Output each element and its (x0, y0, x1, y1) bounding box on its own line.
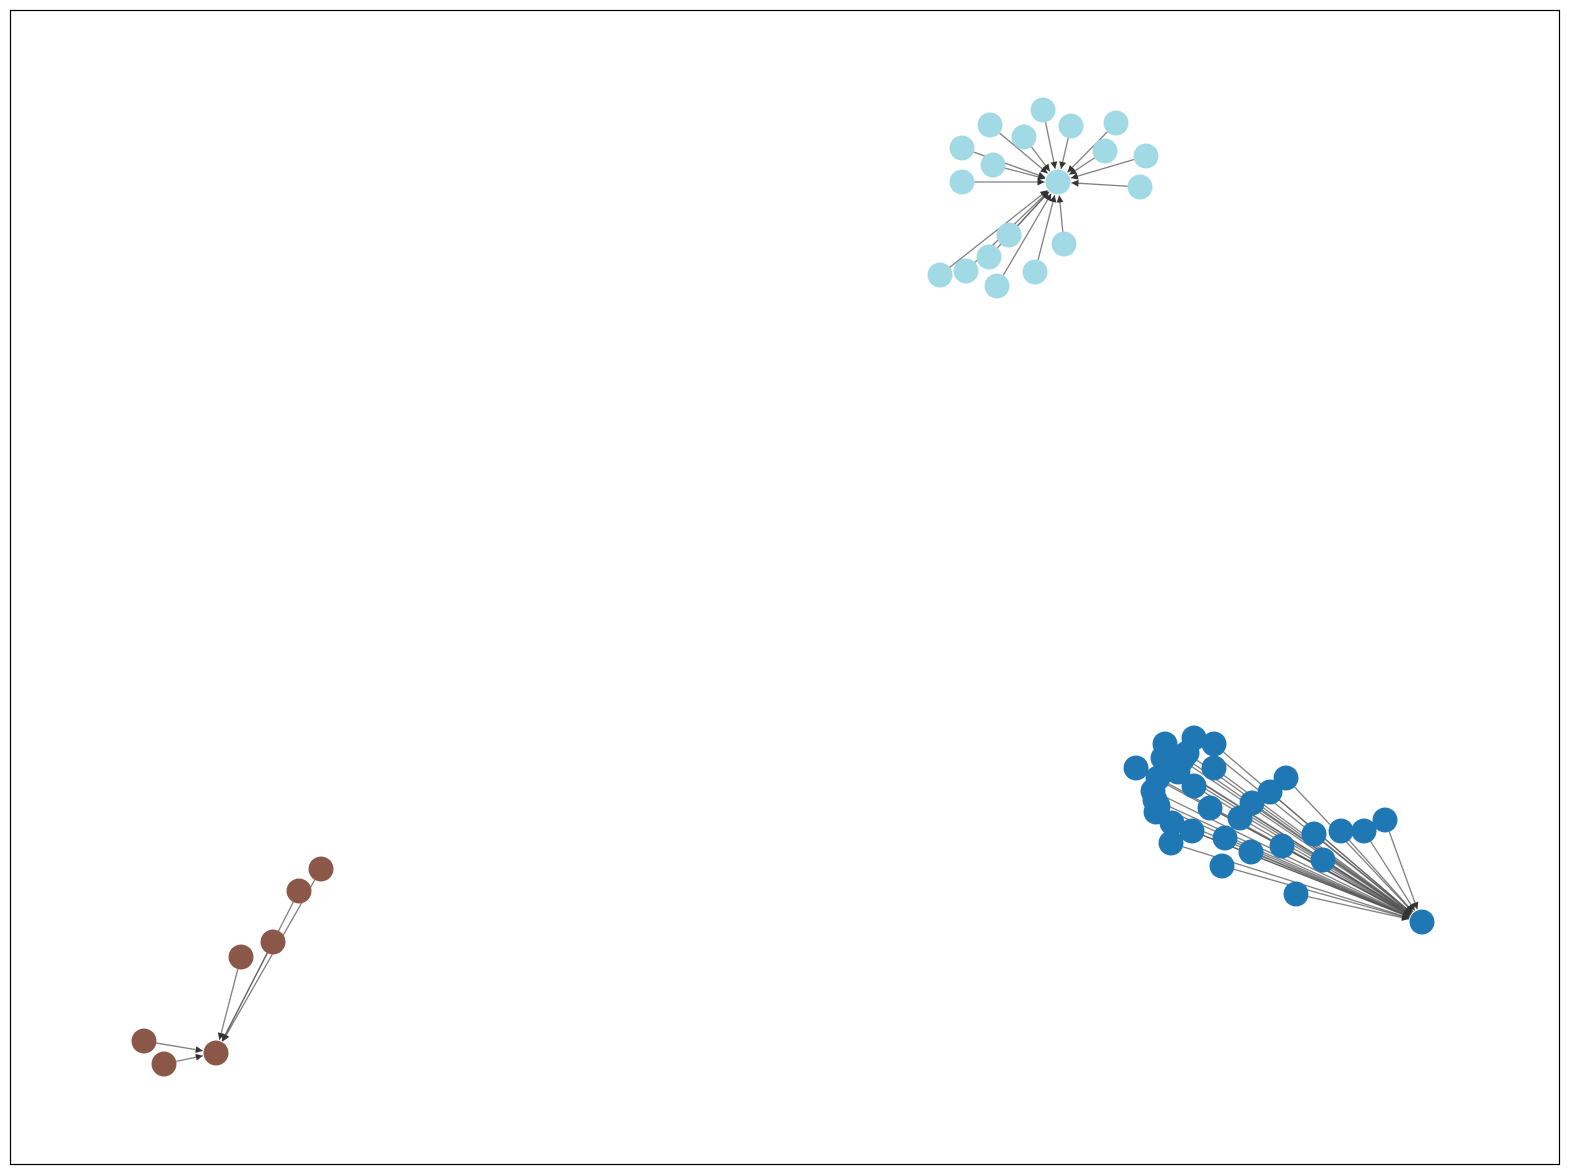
nodes-layer (131, 97, 1435, 1077)
cluster-light-blue-node (980, 152, 1006, 178)
cluster-light-blue-node (1051, 231, 1077, 257)
cluster-dark-blue-edge-b31-to-h (1308, 896, 1409, 921)
cluster-light-blue-node (996, 222, 1022, 248)
cluster-light-blue-node (1127, 174, 1153, 200)
cluster-brown-node (151, 1051, 177, 1077)
cluster-brown-edge-c1-to-h (222, 879, 316, 1042)
cluster-light-blue-edge-a9-to-h (1070, 158, 1135, 180)
cluster-dark-blue-node (1145, 793, 1171, 819)
cluster-light-blue-edge-a11-to-h (1071, 179, 1128, 187)
cluster-dark-blue-node (1123, 755, 1149, 781)
plot-frame (9, 9, 1561, 1166)
cluster-dark-blue-node (1283, 881, 1309, 907)
cluster-dark-blue-edge-b22-to-h (1370, 841, 1416, 911)
cluster-dark-blue-node (1238, 839, 1264, 865)
cluster-light-blue-node (1022, 259, 1048, 285)
cluster-dark-blue-node (1351, 818, 1377, 844)
cluster-dark-blue-node (1209, 853, 1235, 879)
cluster-light-blue-edge-a7-to-h (1004, 167, 1046, 181)
cluster-light-blue-node (949, 135, 975, 161)
cluster-dark-blue-node (1212, 825, 1238, 851)
cluster-brown-node (260, 929, 286, 955)
cluster-dark-blue-node (1372, 807, 1398, 833)
cluster-dark-blue-node (1227, 805, 1253, 831)
cluster-dark-blue-edge-b28-to-h (1262, 856, 1410, 918)
cluster-dark-blue-edge-b24-to-h (1323, 841, 1412, 914)
cluster-light-blue-node (1058, 113, 1084, 139)
cluster-dark-blue-node (1179, 818, 1205, 844)
cluster-light-blue-node (1103, 110, 1129, 136)
cluster-light-blue-node (976, 244, 1002, 270)
cluster-brown-edge-c4-to-h (217, 968, 239, 1041)
cluster-light-blue-node (953, 258, 979, 284)
cluster-brown-edge-c3-to-h (221, 952, 268, 1042)
cluster-light-blue-node (1030, 97, 1056, 123)
cluster-light-blue-node (1011, 124, 1037, 150)
cluster-dark-blue-node (1201, 731, 1227, 757)
cluster-dark-blue-node (1197, 795, 1223, 821)
cluster-light-blue-edge-a18-to-h (1002, 193, 1052, 276)
cluster-dark-blue-hub-node (1409, 909, 1435, 935)
cluster-dark-blue-edge-b21-to-h (1348, 839, 1414, 913)
cluster-light-blue-edge-a13-to-h (1056, 195, 1064, 232)
cluster-light-blue-node (1133, 143, 1159, 169)
cluster-brown-node (286, 878, 312, 904)
cluster-dark-blue-edge-b13-to-h (1279, 799, 1413, 914)
cluster-light-blue-edge-a2-to-h (1059, 138, 1069, 169)
cluster-brown-edge-c5-to-h (156, 1042, 203, 1054)
cluster-dark-blue-edge-b14-to-h (1166, 804, 1410, 917)
cluster-light-blue-edge-a5-to-h (1067, 131, 1108, 173)
cluster-brown-edge-c6-to-h (176, 1053, 203, 1063)
cluster-dark-blue-node (1150, 745, 1176, 771)
cluster-dark-blue-edge-b10-to-h (1294, 786, 1414, 913)
cluster-dark-blue-node (1310, 847, 1336, 873)
cluster-dark-blue-edge-b34-to-h (1169, 810, 1410, 918)
cluster-light-blue-edge-a8-to-h (1068, 157, 1095, 176)
cluster-dark-blue-edge-b30-to-h (1233, 868, 1410, 920)
cluster-dark-blue-node (1301, 821, 1327, 847)
cluster-light-blue-hub-node (1045, 169, 1071, 195)
cluster-dark-blue-node (1269, 833, 1295, 859)
cluster-dark-blue-edge-b15-to-h (1261, 809, 1412, 915)
cluster-brown-hub-node (203, 1040, 229, 1066)
cluster-dark-blue-edge-b33-to-h (1191, 766, 1412, 915)
cluster-light-blue-edge-a17-to-h (1037, 194, 1057, 261)
cluster-light-blue-node (927, 262, 953, 288)
cluster-dark-blue-node (1201, 755, 1227, 781)
cluster-dark-blue-node (1181, 773, 1207, 799)
cluster-light-blue-edge-a1-to-h (1044, 122, 1058, 169)
cluster-brown-node (131, 1028, 157, 1054)
cluster-dark-blue-node (1328, 818, 1354, 844)
cluster-dark-blue-node (1158, 830, 1184, 856)
cluster-brown-node (308, 856, 334, 882)
cluster-light-blue-edge-a3-to-h (999, 132, 1049, 174)
cluster-dark-blue-node (1169, 747, 1195, 773)
cluster-light-blue-node (977, 112, 1003, 138)
cluster-light-blue-node (984, 273, 1010, 299)
cluster-dark-blue-node (1257, 779, 1283, 805)
cluster-light-blue-edge-a4-to-h (1031, 146, 1051, 172)
cluster-brown-node (228, 944, 254, 970)
edges-layer (156, 122, 1419, 1063)
cluster-dark-blue-node (1159, 810, 1185, 836)
cluster-light-blue-node (1092, 138, 1118, 164)
cluster-light-blue-node (949, 169, 975, 195)
cluster-dark-blue-edge-b19-to-h (1388, 831, 1419, 910)
